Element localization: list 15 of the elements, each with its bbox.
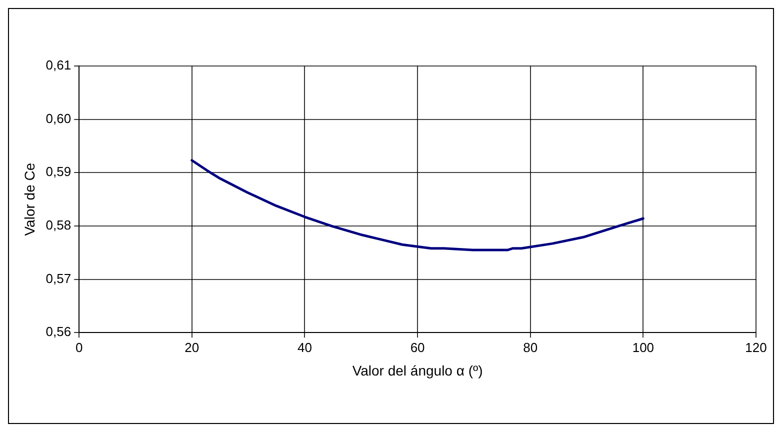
x-tick-label: 0 xyxy=(75,340,83,355)
x-tick-label: 20 xyxy=(184,340,200,355)
y-axis-title: Valor de Ce xyxy=(21,162,38,236)
x-tick-label: 60 xyxy=(410,340,425,355)
y-tick-label: 0,57 xyxy=(46,270,72,286)
y-tick-label: 0,60 xyxy=(46,110,72,126)
y-tick-label: 0,56 xyxy=(46,324,72,340)
x-tick-label: 80 xyxy=(523,340,538,355)
x-axis-title: Valor del ángulo α (º) xyxy=(352,362,483,378)
y-tick-label: 0,59 xyxy=(46,164,72,180)
x-tick-label: 120 xyxy=(745,340,767,355)
x-tick-label: 100 xyxy=(632,340,654,355)
y-tick-label: 0,58 xyxy=(46,218,72,233)
y-tick-label: 0,61 xyxy=(46,58,72,73)
x-tick-label: 40 xyxy=(298,340,312,355)
